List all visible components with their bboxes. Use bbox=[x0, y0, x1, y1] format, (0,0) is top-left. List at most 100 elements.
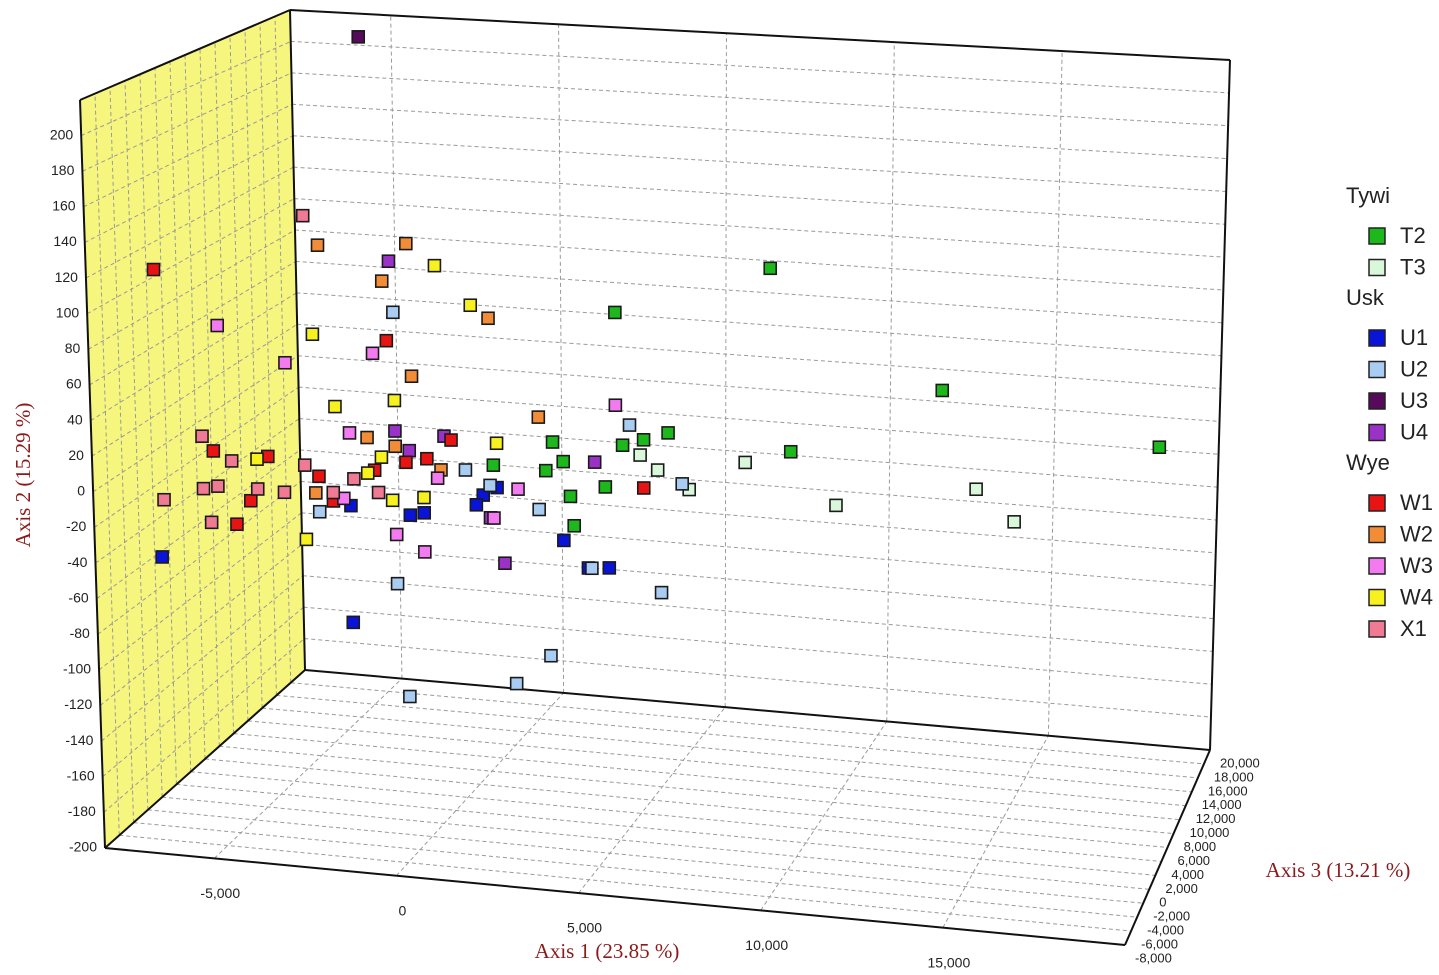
point bbox=[399, 455, 413, 470]
frame-edge bbox=[1209, 59, 1231, 751]
back-grid-line bbox=[294, 198, 1225, 258]
floor-grid-line bbox=[119, 834, 1132, 932]
wall-grid-line bbox=[199, 48, 220, 747]
legend-swatch bbox=[1368, 620, 1386, 638]
wall-grid-line bbox=[98, 512, 302, 671]
floor-grid-line bbox=[176, 783, 1156, 876]
floor-grid-line bbox=[276, 694, 1198, 779]
point bbox=[388, 439, 402, 454]
back-grid-line bbox=[886, 42, 895, 722]
wall-grid-line bbox=[101, 575, 304, 742]
walls bbox=[80, 10, 305, 848]
point bbox=[146, 262, 161, 277]
floor-grid-line bbox=[942, 735, 1049, 928]
y-tick-label: -160 bbox=[67, 767, 95, 783]
floor-grid-line bbox=[290, 682, 1204, 765]
legend-label: W2 bbox=[1400, 521, 1433, 546]
legend-label: U2 bbox=[1400, 356, 1428, 381]
point bbox=[489, 436, 504, 451]
legend-swatch bbox=[1368, 360, 1386, 379]
back-grid-line bbox=[298, 386, 1219, 455]
point bbox=[661, 426, 675, 440]
point bbox=[417, 506, 432, 520]
point bbox=[374, 274, 389, 288]
wall-grid-line bbox=[259, 22, 277, 696]
legend-label: T3 bbox=[1400, 254, 1426, 279]
x-tick-label: -5,000 bbox=[200, 885, 240, 901]
wall-grid-line bbox=[94, 386, 299, 528]
point bbox=[244, 493, 258, 508]
point bbox=[427, 258, 442, 273]
z-tick-label: 14,000 bbox=[1202, 797, 1242, 812]
frame-edge bbox=[79, 9, 291, 101]
back-grid-line bbox=[390, 15, 403, 679]
point bbox=[402, 443, 417, 458]
z-tick-label: 6,000 bbox=[1178, 853, 1211, 868]
point bbox=[1007, 515, 1021, 529]
point bbox=[379, 333, 394, 348]
y-tick-label: -60 bbox=[68, 589, 88, 605]
ticks: -5,00005,00010,00015,000-200-180-160-140… bbox=[50, 126, 1260, 970]
point bbox=[585, 561, 599, 576]
point bbox=[556, 454, 571, 469]
point bbox=[829, 498, 843, 513]
back-grid-line bbox=[300, 480, 1216, 554]
point bbox=[545, 435, 560, 449]
y-tick-label: 160 bbox=[52, 198, 76, 214]
legend-label: U1 bbox=[1400, 325, 1428, 350]
wall-grid-line bbox=[86, 198, 295, 315]
point bbox=[386, 305, 400, 320]
floor-grid-line bbox=[190, 771, 1162, 862]
points bbox=[146, 30, 1167, 704]
point bbox=[310, 238, 325, 252]
wall-grid-line bbox=[214, 42, 235, 734]
point bbox=[206, 444, 221, 458]
point bbox=[403, 689, 417, 704]
back-grid-line bbox=[558, 24, 565, 693]
point bbox=[374, 450, 389, 464]
y-tick-label: -140 bbox=[65, 732, 93, 748]
y-tick-label: -200 bbox=[69, 839, 97, 855]
x-tick-label: 10,000 bbox=[745, 937, 788, 953]
point bbox=[498, 556, 512, 571]
point bbox=[531, 410, 546, 424]
frame-edge bbox=[289, 9, 306, 671]
point bbox=[487, 511, 501, 525]
point bbox=[608, 398, 623, 413]
point bbox=[481, 311, 495, 326]
point bbox=[598, 480, 613, 494]
legend-swatch bbox=[1368, 227, 1386, 245]
grid bbox=[79, 9, 1230, 946]
z-tick-label: 8,000 bbox=[1184, 839, 1217, 854]
point bbox=[615, 438, 630, 453]
x-tick-label: 0 bbox=[399, 902, 407, 918]
y-tick-label: 40 bbox=[67, 411, 83, 427]
point bbox=[399, 236, 413, 251]
y-tick-label: 120 bbox=[55, 269, 79, 285]
point bbox=[388, 424, 402, 438]
z-tick-label: -8,000 bbox=[1135, 950, 1172, 965]
point bbox=[326, 485, 341, 500]
point bbox=[211, 479, 225, 493]
legend-group-title: Tywi bbox=[1346, 183, 1390, 208]
point bbox=[305, 327, 320, 342]
point bbox=[511, 482, 525, 496]
point bbox=[204, 515, 219, 530]
y-tick-label: 140 bbox=[53, 233, 77, 249]
legend-swatch bbox=[1368, 557, 1386, 575]
z-axis-label: Axis 3 (13.21 %) bbox=[1266, 858, 1411, 882]
point bbox=[155, 550, 169, 564]
y-tick-label: 80 bbox=[65, 340, 81, 356]
point bbox=[444, 433, 458, 447]
z-tick-label: -6,000 bbox=[1141, 937, 1178, 952]
floor-grid-line bbox=[213, 678, 403, 859]
point bbox=[312, 504, 327, 519]
back-grid-line bbox=[290, 40, 1230, 94]
legend-swatch bbox=[1368, 329, 1386, 347]
floor-grid-line bbox=[578, 706, 726, 894]
y-tick-label: -100 bbox=[63, 661, 91, 677]
point bbox=[295, 208, 310, 223]
wall-grid-line bbox=[229, 35, 249, 721]
frame-edge bbox=[304, 669, 1211, 751]
back-grid-line bbox=[297, 355, 1220, 422]
